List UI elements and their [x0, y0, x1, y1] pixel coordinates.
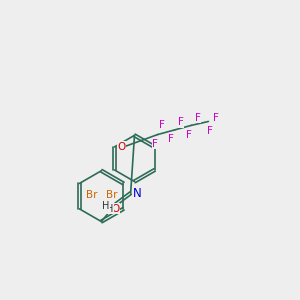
Text: F: F [178, 117, 184, 127]
Text: N: N [133, 187, 142, 200]
Text: F: F [186, 130, 192, 140]
Text: F: F [152, 139, 158, 149]
Text: H: H [106, 204, 113, 214]
Text: F: F [158, 120, 164, 130]
Text: F: F [195, 112, 201, 123]
Text: O: O [118, 142, 126, 152]
Text: H: H [102, 201, 109, 211]
Text: F: F [207, 127, 213, 136]
Text: Br: Br [85, 190, 97, 200]
Text: Br: Br [106, 190, 117, 200]
Text: F: F [213, 112, 219, 123]
Text: F: F [168, 134, 174, 144]
Text: O: O [111, 204, 119, 214]
